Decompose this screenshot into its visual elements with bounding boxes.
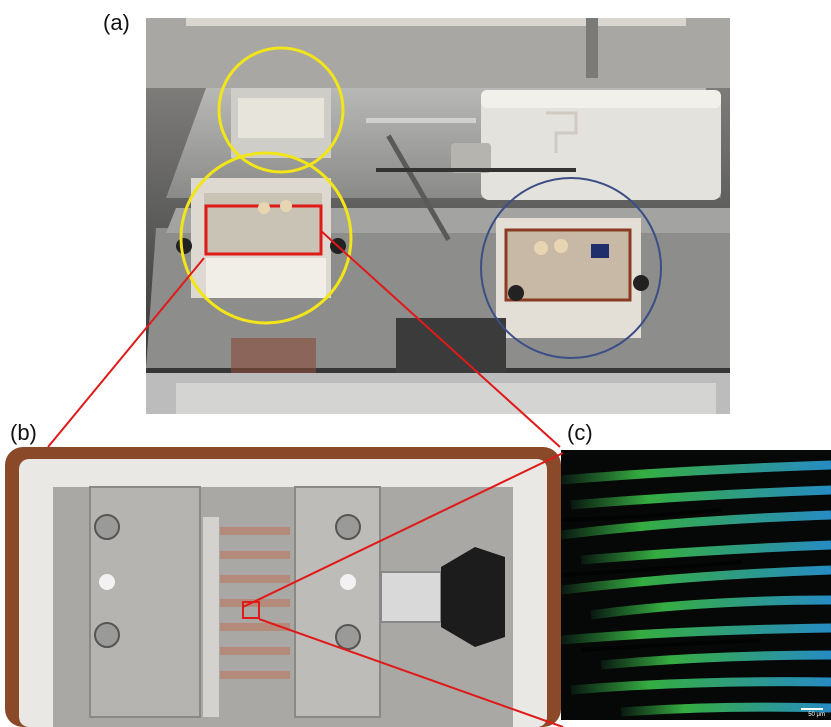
highlight-circle-top	[217, 46, 345, 174]
scale-bar-label: 50 μm	[808, 712, 825, 718]
panel-c-microscopy: 50 μm	[561, 450, 831, 720]
panel-b-photo	[5, 447, 561, 727]
scale-bar	[801, 708, 823, 710]
panel-a-photo	[146, 18, 730, 414]
panel-label-a: (a)	[103, 10, 130, 35]
panel-label-c: (c)	[567, 420, 593, 445]
fiber-microscopy-image	[561, 450, 831, 720]
bioreactor-system-photo	[146, 18, 730, 414]
chamber-closeup-photo	[5, 447, 561, 727]
panel-label-b: (b)	[10, 420, 37, 445]
